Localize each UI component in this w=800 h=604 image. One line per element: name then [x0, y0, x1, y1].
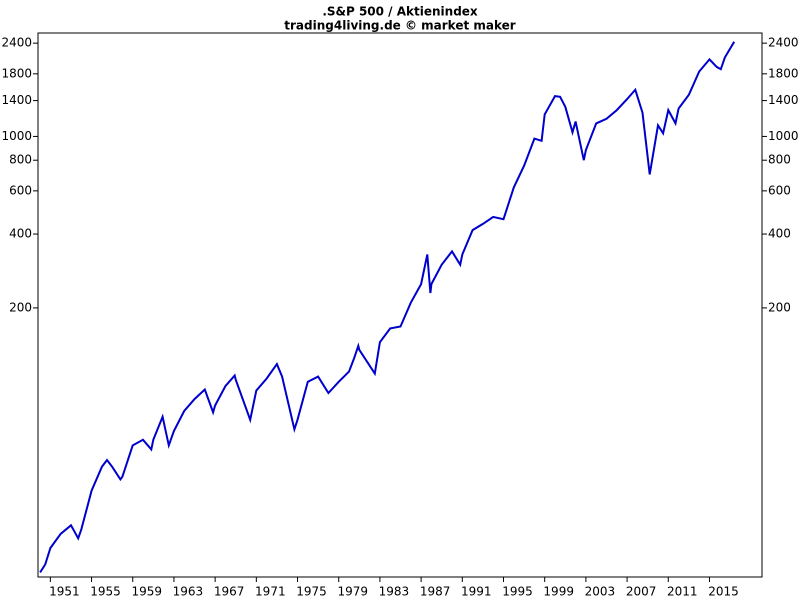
y2-tick-label: 200: [768, 300, 791, 314]
x-tick-label: 2015: [708, 585, 739, 599]
x-tick-label: 1991: [461, 585, 492, 599]
x-tick-label: 1971: [255, 585, 286, 599]
plot-frame: [37, 32, 763, 578]
y-tick-label: 1800: [1, 66, 32, 80]
chart-subtitle: trading4living.de © market maker: [284, 19, 516, 33]
x-tick-label: 1951: [49, 585, 80, 599]
x-tick-label: 1975: [296, 585, 327, 599]
x-tick-label: 1979: [337, 585, 368, 599]
x-tick-label: 2011: [667, 585, 698, 599]
price-line: [39, 41, 736, 573]
x-tick-label: 1963: [173, 585, 204, 599]
y-tick-label: 2400: [1, 36, 32, 50]
y-tick-label: 1400: [1, 93, 32, 107]
x-tick-label: 1967: [214, 585, 245, 599]
y-tick-label: 800: [9, 153, 32, 167]
y-tick-label: 400: [9, 227, 32, 241]
chart-title: .S&P 500 / Aktienindex: [322, 5, 478, 19]
y-tick-label: 1000: [1, 129, 32, 143]
x-tick-label: 1999: [543, 585, 574, 599]
y-tick-label: 200: [9, 300, 32, 314]
y2-tick-label: 1000: [768, 129, 799, 143]
y2-tick-label: 1800: [768, 66, 799, 80]
x-tick-label: 1959: [131, 585, 162, 599]
x-tick-label: 1983: [379, 585, 410, 599]
x-tick-label: 1955: [90, 585, 121, 599]
x-tick-label: 1987: [420, 585, 451, 599]
y2-tick-label: 2400: [768, 36, 799, 50]
x-tick-label: 2003: [585, 585, 616, 599]
y2-tick-label: 1400: [768, 93, 799, 107]
y-tick-label: 600: [9, 183, 32, 197]
y2-tick-label: 600: [768, 183, 791, 197]
x-tick-label: 1995: [502, 585, 533, 599]
x-tick-label: 2007: [626, 585, 657, 599]
y2-tick-label: 400: [768, 227, 791, 241]
y2-tick-label: 800: [768, 153, 791, 167]
